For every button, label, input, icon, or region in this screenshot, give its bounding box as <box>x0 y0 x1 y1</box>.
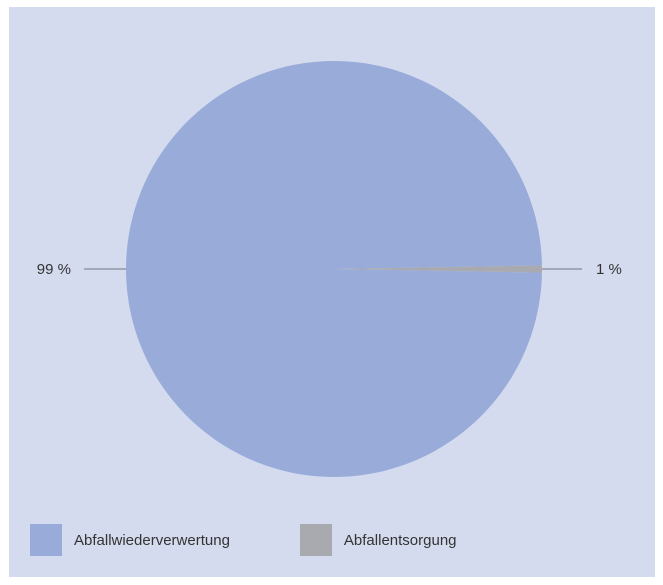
legend-item-abfallentsorgung: Abfallentsorgung <box>299 524 457 556</box>
slice-abfallwiederverwertung <box>126 61 542 478</box>
legend-label-abfallentsorgung: Abfallentsorgung <box>343 531 457 549</box>
legend-swatch-abfallentsorgung <box>299 524 332 556</box>
legend-item-abfallwiederverwertung: Abfallwiederverwertung <box>30 524 230 556</box>
slice-abfallentsorgung <box>334 265 543 273</box>
pie-chart: 99 % 1 % <box>37 61 622 478</box>
chart-panel: 99 % 1 % Abfallwiederverwertung Abfallent… <box>9 7 655 577</box>
legend-label-abfallwiederverwertung: Abfallwiederverwertung <box>74 531 230 549</box>
legend-swatch-abfallwiederverwertung <box>30 524 62 556</box>
value-label-abfallentsorgung: 1 % <box>596 261 622 278</box>
value-label-abfallwiederverwertung: 99 % <box>37 261 71 278</box>
legend: Abfallwiederverwertung Abfallentsorgung <box>30 524 457 556</box>
